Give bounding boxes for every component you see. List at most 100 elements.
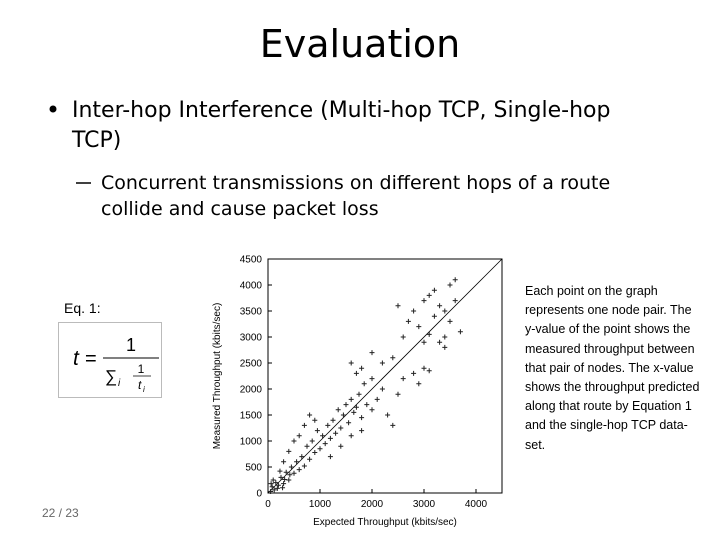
point	[270, 477, 276, 483]
point	[447, 318, 453, 324]
y-tick-label: 500	[245, 463, 262, 474]
point	[268, 488, 274, 494]
point	[301, 422, 307, 428]
point	[421, 298, 427, 304]
point	[296, 467, 302, 473]
y-tick-label: 1500	[240, 411, 263, 422]
point	[379, 360, 385, 366]
point	[327, 454, 333, 460]
point	[275, 482, 281, 488]
point	[405, 318, 411, 324]
point	[301, 463, 307, 469]
bullet-text: Inter-hop Interference (Multi-hop TCP, S…	[72, 98, 611, 153]
y-tick-label: 3500	[240, 307, 263, 318]
point	[291, 438, 297, 444]
x-tick-label: 3000	[413, 499, 436, 510]
point	[447, 282, 453, 288]
page-number: 22 / 23	[42, 506, 79, 520]
point	[307, 412, 313, 418]
bullet-dot	[49, 105, 57, 113]
y-tick-label: 4000	[240, 281, 263, 292]
equation-drawing: t = 1 ∑ i 1 t i	[73, 335, 159, 394]
eq-inner-den: t	[138, 378, 142, 392]
point	[338, 443, 344, 449]
point	[271, 487, 277, 493]
point	[325, 422, 331, 428]
point	[411, 370, 417, 376]
slide-title: Evaluation	[259, 22, 461, 66]
point	[343, 402, 349, 408]
point	[348, 360, 354, 366]
point	[426, 292, 432, 298]
point	[333, 430, 339, 436]
y-tick-label: 2500	[240, 359, 263, 370]
point	[320, 433, 326, 439]
equation: t = 1 ∑ i 1 t i	[58, 322, 162, 398]
point	[442, 308, 448, 314]
point	[361, 381, 367, 387]
eq-num: 1	[126, 335, 136, 355]
side-note: Each point on the graph represents one n…	[525, 284, 700, 452]
point	[286, 448, 292, 454]
point	[452, 277, 458, 283]
point	[379, 386, 385, 392]
eq-inner-num: 1	[138, 362, 145, 376]
point	[416, 381, 422, 387]
point	[348, 433, 354, 439]
x-tick-label: 1000	[309, 499, 332, 510]
point	[294, 459, 300, 465]
point	[288, 464, 294, 470]
sub-bullet-dash	[76, 182, 91, 184]
x-axis-label: Expected Throughput (kbits/sec)	[313, 517, 457, 528]
point	[356, 391, 362, 397]
point	[411, 308, 417, 314]
point	[426, 368, 432, 374]
point	[421, 365, 427, 371]
point	[364, 402, 370, 408]
point	[369, 350, 375, 356]
point	[304, 443, 310, 449]
eq-sub: i	[118, 378, 121, 389]
plot-frame	[267, 258, 503, 494]
point	[335, 407, 341, 413]
y-axis-label: Measured Throughput (kbits/sec)	[212, 303, 223, 450]
point	[351, 409, 357, 415]
point	[281, 459, 287, 465]
point	[273, 480, 279, 486]
eq-inner-sub: i	[143, 385, 145, 394]
point	[437, 303, 443, 309]
point	[296, 433, 302, 439]
point	[431, 287, 437, 293]
eq-lhs: t	[73, 347, 80, 370]
point	[299, 454, 305, 460]
point	[400, 376, 406, 382]
point	[442, 344, 448, 350]
point	[353, 370, 359, 376]
y-tick-label: 1000	[240, 437, 263, 448]
point	[280, 485, 286, 491]
point	[452, 298, 458, 304]
point	[437, 339, 443, 345]
point	[317, 446, 323, 452]
point	[307, 456, 313, 462]
point	[291, 470, 297, 476]
x-tick-label: 2000	[361, 499, 384, 510]
point	[309, 438, 315, 444]
x-tick-label: 4000	[465, 499, 488, 510]
point	[416, 324, 422, 330]
point	[348, 396, 354, 402]
point	[269, 484, 275, 490]
point	[442, 334, 448, 340]
reference-line	[267, 258, 503, 494]
point	[390, 355, 396, 361]
point	[359, 415, 365, 421]
point	[426, 331, 432, 337]
point	[312, 417, 318, 423]
point	[346, 420, 352, 426]
point	[338, 425, 344, 431]
point	[395, 391, 401, 397]
y-tick-label: 0	[256, 489, 262, 500]
point	[283, 469, 289, 475]
